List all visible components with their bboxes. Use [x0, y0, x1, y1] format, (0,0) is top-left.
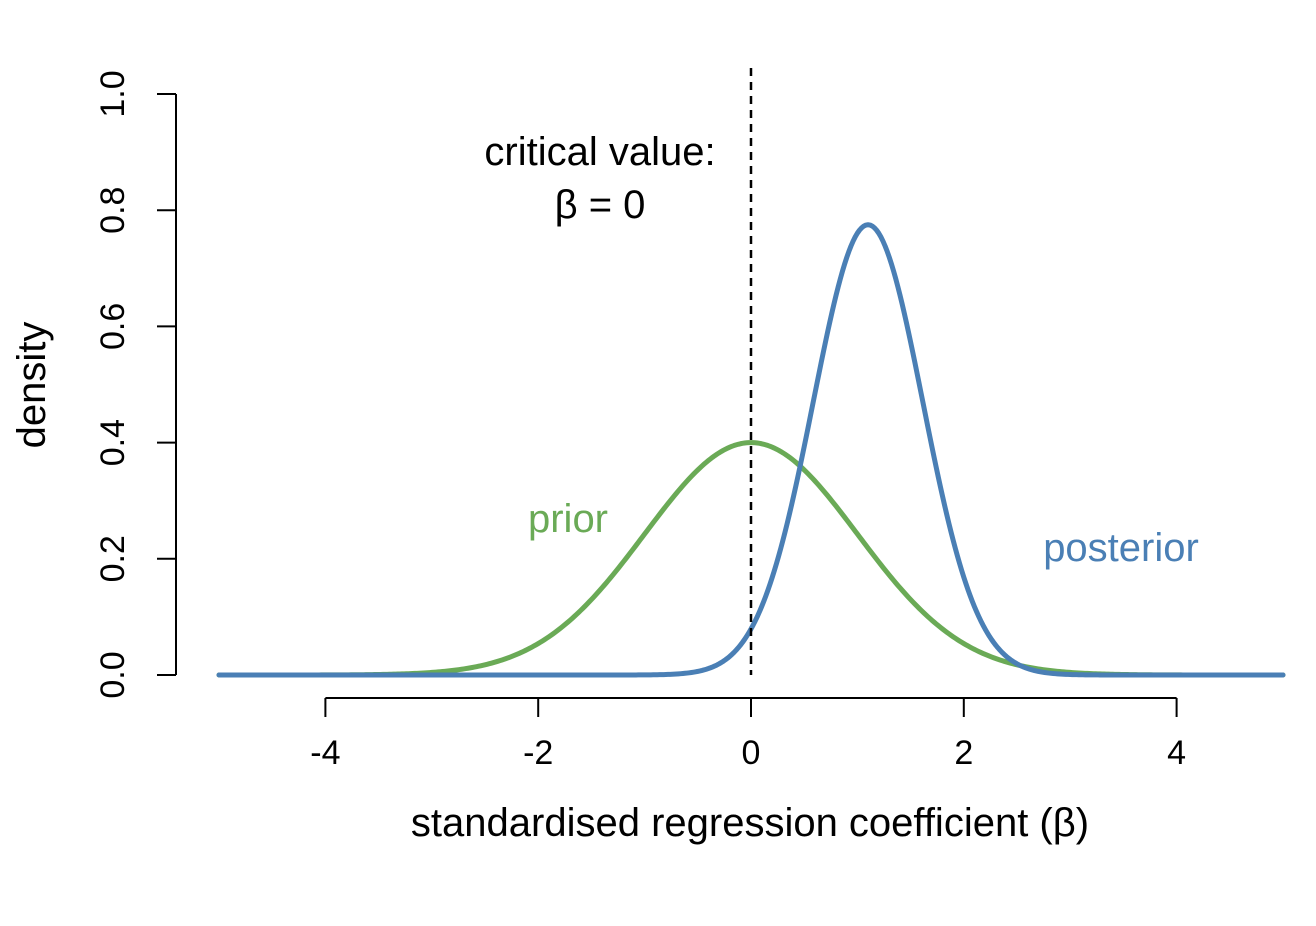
series-label-posterior: posterior: [1043, 526, 1199, 570]
y-tick-label: 0.4: [94, 419, 132, 466]
y-axis-label: density: [10, 322, 54, 449]
y-tick-label: 0.2: [94, 535, 132, 582]
x-tick-label: -4: [310, 734, 340, 772]
x-tick-label: 2: [954, 734, 973, 772]
plot-area: [216, 68, 1286, 678]
x-axis-label: standardised regression coefficient (β): [411, 801, 1089, 845]
series-label-prior: prior: [528, 497, 608, 541]
y-tick-label: 0.0: [94, 651, 132, 698]
x-tick-label: 0: [742, 734, 761, 772]
x-tick-label: -2: [523, 734, 553, 772]
critical-value-annotation-line1: critical value:: [484, 130, 715, 174]
y-tick-label: 0.6: [94, 303, 132, 350]
critical-value-annotation-line2: β = 0: [555, 183, 646, 227]
y-axis: 0.0 0.2 0.4 0.6 0.8 1.0: [94, 70, 177, 699]
y-tick-label: 1.0: [94, 70, 132, 117]
x-tick-label: 4: [1167, 734, 1186, 772]
y-tick-label: 0.8: [94, 187, 132, 234]
x-axis: -4 -2 0 2 4: [310, 697, 1186, 772]
